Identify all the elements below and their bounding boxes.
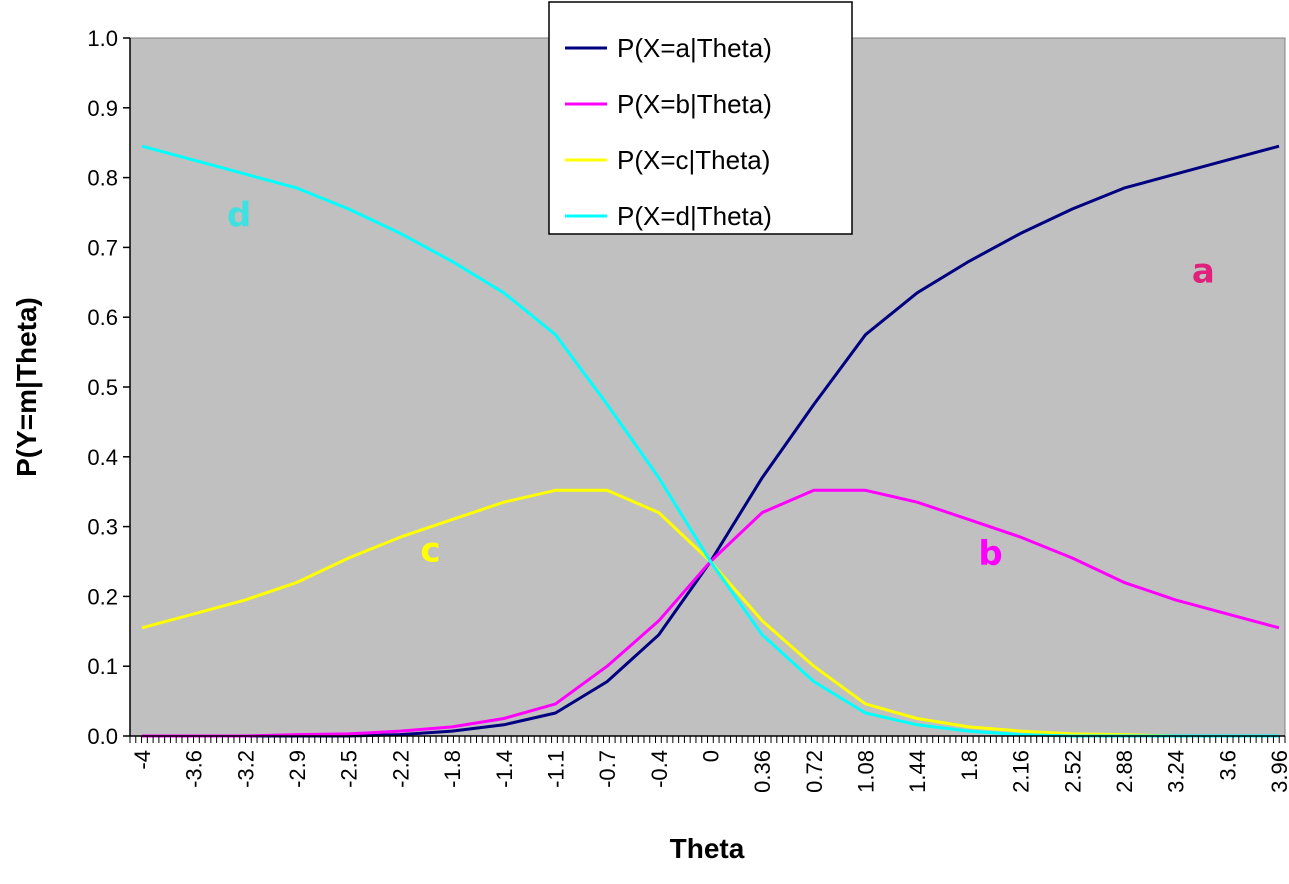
x-tick-label: -2.5	[337, 750, 362, 788]
x-tick-label: 1.44	[905, 750, 930, 793]
curve-label-a: a	[1192, 251, 1215, 291]
x-tick-label: 0.36	[750, 750, 775, 793]
x-tick-label: 2.88	[1112, 750, 1137, 793]
legend-box	[548, 1, 853, 235]
x-tick-label: -3.6	[182, 750, 207, 788]
legend-entry-label: P(X=a|Theta)	[617, 33, 772, 63]
x-tick-label: -4	[130, 750, 155, 770]
x-tick-label: -0.4	[647, 750, 672, 788]
legend-entry-label: P(X=b|Theta)	[617, 89, 772, 119]
y-tick-label: 0.1	[87, 654, 118, 679]
x-tick-label: -2.9	[285, 750, 310, 788]
x-tick-label: -0.7	[595, 750, 620, 788]
x-tick-label: -1.4	[492, 750, 517, 788]
y-tick-label: 0.2	[87, 584, 118, 609]
axes-layer: 0.0 0.1 0.2 0.3 0.4 0.5 0.6 0.7 0.8 0.9 1.0 -4 -3.6 -…	[87, 26, 1289, 793]
y-tick-label: 0.4	[87, 445, 118, 470]
y-tick-label: 0.8	[87, 166, 118, 191]
y-tick-label: 0.5	[87, 375, 118, 400]
x-tick-label: 2.16	[1009, 750, 1034, 793]
x-tick-label: -1.8	[440, 750, 465, 788]
curve-label-c: c	[420, 531, 440, 571]
legend-entry-label: P(X=d|Theta)	[617, 201, 772, 231]
x-tick-label: 1.8	[957, 750, 982, 781]
legend-entry-label: P(X=c|Theta)	[617, 145, 770, 175]
x-tick-label: -3.2	[233, 750, 258, 788]
y-tick-label: 0.7	[87, 235, 118, 260]
x-tick-label: -1.1	[544, 750, 569, 788]
x-tick-label: 0	[699, 750, 724, 762]
x-tick-label: 3.6	[1215, 750, 1240, 781]
x-tick-label: 0.72	[802, 750, 827, 793]
legend: P(X=a|Theta) P(X=b|Theta) P(X=c|Theta) P(X=…	[548, 1, 853, 235]
x-tick-label: 3.24	[1164, 750, 1189, 793]
x-axis-title: Theta	[670, 833, 745, 864]
y-axis-title: P(Y=m|Theta)	[11, 297, 42, 477]
x-tick-label: -2.2	[388, 750, 413, 788]
x-tick-label: 1.08	[854, 750, 879, 793]
y-tick-label: 1.0	[87, 26, 118, 51]
curve-label-layer: a b c d	[227, 196, 1215, 575]
y-tick-label: 0.3	[87, 515, 118, 540]
x-tick-label: 2.52	[1060, 750, 1085, 793]
x-tick-label: 3.96	[1267, 750, 1289, 793]
curve-label-d: d	[227, 196, 251, 236]
curve-label-b: b	[978, 534, 1002, 574]
y-tick-label: 0.6	[87, 305, 118, 330]
y-tick-label: 0.9	[87, 96, 118, 121]
y-tick-label: 0.0	[87, 724, 118, 749]
